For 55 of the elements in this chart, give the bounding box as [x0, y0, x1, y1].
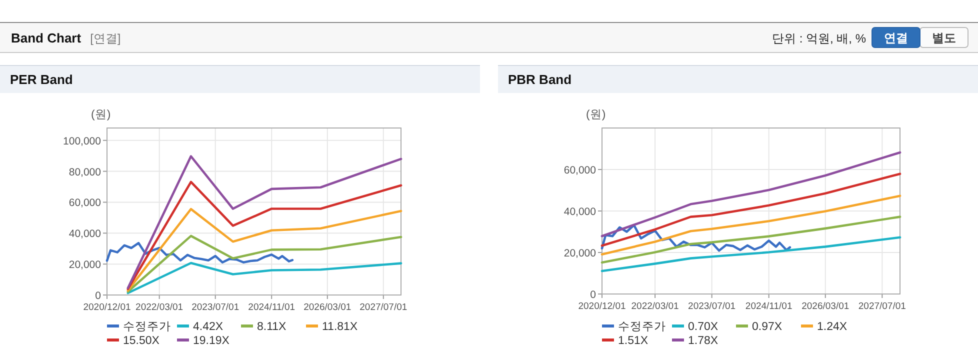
legend-label: 0.97X [752, 321, 782, 333]
legend-label: 19.19X [193, 335, 230, 347]
x-tick-label: 2020/12/01 [83, 302, 131, 313]
y-axis-title: (원) [91, 109, 111, 121]
legend-label: 11.81X [322, 321, 358, 333]
legend-label: 1.78X [688, 335, 718, 347]
y-tick-label: 40,000 [564, 206, 596, 218]
y-tick-label: 60,000 [68, 197, 102, 210]
x-tick-label: 2024/11/01 [248, 302, 296, 313]
text: 단위 : 억원, 배, % [772, 32, 866, 46]
x-tick-label: 2024/11/01 [745, 301, 792, 312]
x-tick-label: 2023/07/01 [688, 301, 736, 312]
x-tick-label: 2020/12/01 [578, 301, 626, 312]
chart-title: PER Band [10, 72, 73, 87]
line-series [126, 208, 402, 292]
line-series [126, 180, 402, 290]
x-tick-label: 2027/07/01 [858, 301, 906, 312]
line-series [126, 262, 402, 294]
legend-label: 1.51X [618, 335, 648, 347]
legend-label: 15.50X [123, 335, 160, 347]
y-tick-label: 20,000 [68, 259, 102, 272]
y-tick-label: 40,000 [68, 228, 102, 240]
line-series [106, 242, 294, 264]
y-axis-title: (원) [586, 109, 606, 121]
x-tick-label: 2027/07/01 [360, 302, 408, 313]
y-tick-label: 0 [590, 289, 596, 301]
x-tick-label: 2022/03/01 [136, 302, 184, 313]
line-series [126, 234, 402, 293]
legend-label: 수정주가 [618, 321, 666, 333]
chart-title: PBR Band [508, 72, 572, 87]
legend-label: 1.24X [817, 321, 848, 333]
line-series [600, 236, 902, 272]
line-series [126, 155, 402, 290]
x-tick-label: 2022/03/01 [631, 301, 679, 312]
legend-label: 8.11X [257, 321, 287, 333]
y-tick-label: 100,000 [63, 135, 102, 148]
line-series [600, 194, 902, 256]
text: [연결] [90, 32, 121, 46]
text: Band Chart [11, 30, 82, 46]
y-tick-label: 80,000 [68, 166, 102, 178]
y-tick-label: 20,000 [564, 248, 596, 260]
legend-label: 0.70X [688, 321, 718, 333]
x-tick-label: 2026/03/01 [802, 301, 850, 312]
text: 별도 [932, 31, 956, 45]
y-tick-label: 60,000 [564, 164, 596, 176]
text: 연결 [884, 31, 908, 45]
x-tick-label: 2023/07/01 [192, 302, 240, 313]
y-tick-label: 0 [95, 290, 102, 302]
line-series [600, 151, 902, 238]
line-series [600, 172, 902, 247]
x-tick-label: 2026/03/01 [304, 302, 352, 313]
legend-label: 4.42X [193, 321, 224, 333]
legend-label: 수정주가 [123, 321, 171, 333]
line-series [600, 224, 792, 252]
line-series [600, 216, 902, 264]
